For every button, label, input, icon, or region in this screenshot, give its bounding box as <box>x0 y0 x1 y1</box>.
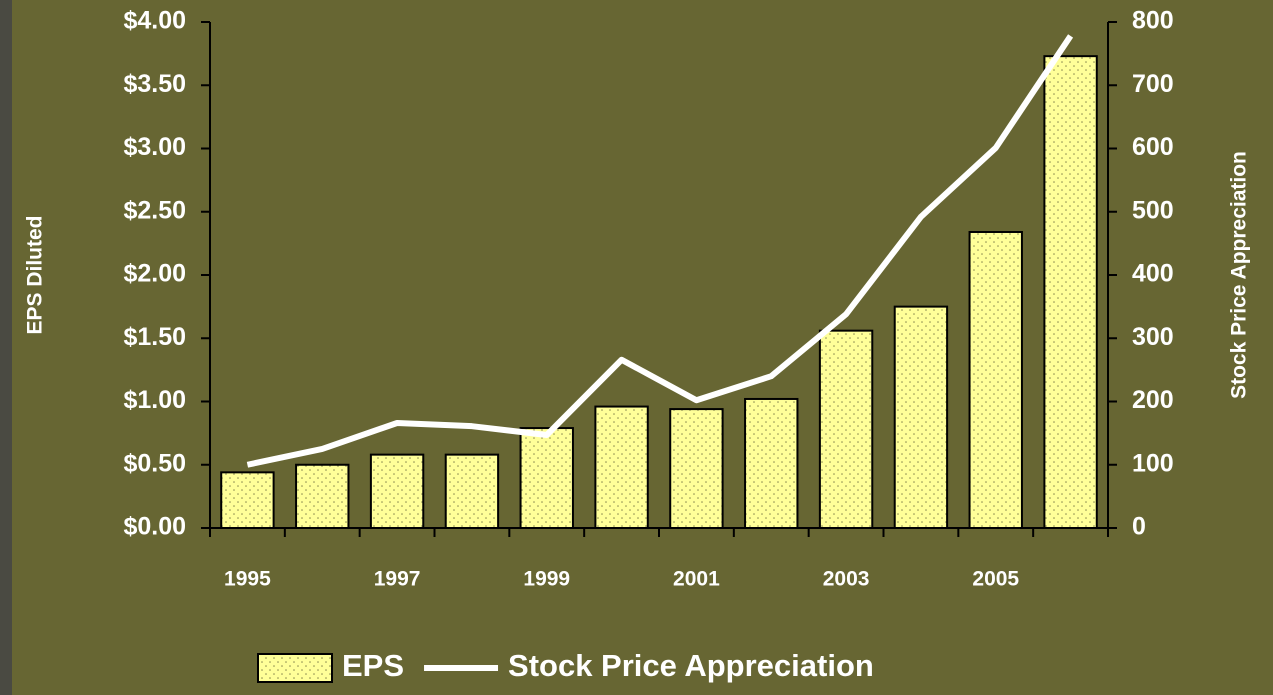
legend-label: EPS <box>342 648 404 683</box>
bar <box>1044 56 1096 528</box>
y2-tick-label: 100 <box>1132 449 1174 477</box>
y-tick-label: $2.00 <box>123 260 186 288</box>
y2-tick-label: 200 <box>1132 386 1174 414</box>
y2-tick-label: 700 <box>1132 70 1174 98</box>
y2-tick-label: 0 <box>1132 513 1146 541</box>
chart: EPS Diluted Stock Price Appreciation $0.… <box>0 0 1273 695</box>
y-tick-label: $4.00 <box>123 7 186 35</box>
x-tick-label: 1999 <box>523 568 570 591</box>
y2-tick-label: 300 <box>1132 323 1174 351</box>
bar <box>895 307 947 528</box>
bar <box>521 428 573 528</box>
x-tick-label: 2001 <box>673 568 720 591</box>
legend-label: Stock Price Appreciation <box>508 648 874 683</box>
y2-axis-title: Stock Price Appreciation <box>1228 151 1251 399</box>
x-tick-label: 2003 <box>823 568 870 591</box>
y-tick-label: $3.50 <box>123 70 186 98</box>
bar <box>221 472 273 528</box>
bar <box>820 331 872 528</box>
bar <box>296 465 348 528</box>
y2-tick-label: 400 <box>1132 260 1174 288</box>
y2-tick-label: 500 <box>1132 196 1174 224</box>
y2-tick-label: 800 <box>1132 7 1174 35</box>
y-axis-title: EPS Diluted <box>24 215 47 334</box>
y-tick-label: $0.50 <box>123 449 186 477</box>
bar <box>970 232 1022 528</box>
y-tick-label: $1.00 <box>123 386 186 414</box>
legend-swatch <box>258 654 332 682</box>
y2-tick-label: 600 <box>1132 133 1174 161</box>
x-tick-label: 2005 <box>972 568 1019 591</box>
bar <box>670 409 722 528</box>
bar <box>595 407 647 528</box>
y-tick-label: $0.00 <box>123 513 186 541</box>
bar <box>371 455 423 528</box>
y-tick-label: $1.50 <box>123 323 186 351</box>
y-tick-label: $2.50 <box>123 196 186 224</box>
y-tick-label: $3.00 <box>123 133 186 161</box>
bar <box>745 399 797 528</box>
x-tick-label: 1997 <box>374 568 421 591</box>
side-strip <box>0 0 12 695</box>
x-tick-label: 1995 <box>224 568 271 591</box>
bar <box>446 455 498 528</box>
